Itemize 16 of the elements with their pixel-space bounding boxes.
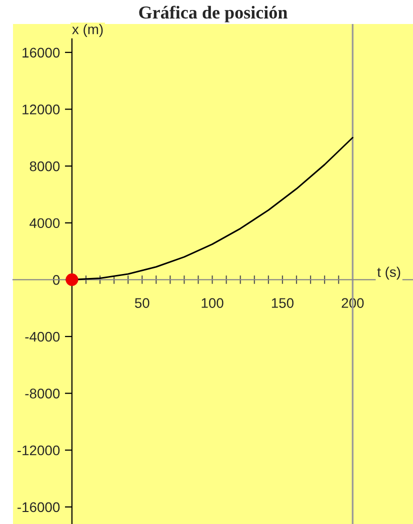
x-axis-title: t (s)	[377, 266, 400, 280]
y-tick-label: 0	[52, 275, 60, 285]
x-tick-label: 200	[342, 298, 364, 308]
y-axis-title: x (m)	[72, 24, 103, 37]
y-tick-label: -8000	[25, 388, 60, 398]
x-tick-label: 100	[202, 298, 224, 308]
chart-title: Gráfica de posición	[139, 6, 288, 22]
y-tick-label: 16000	[22, 48, 60, 58]
y-tick-label: -16000	[18, 502, 60, 512]
x-tick-label: 150	[272, 298, 294, 308]
y-tick-label: -4000	[25, 332, 60, 342]
x-tick-label: 50	[134, 298, 150, 308]
y-tick-label: 8000	[30, 161, 60, 172]
y-tick-label: -12000	[18, 445, 60, 456]
y-tick-label: 12000	[22, 104, 60, 114]
y-tick-label: 4000	[30, 218, 60, 228]
